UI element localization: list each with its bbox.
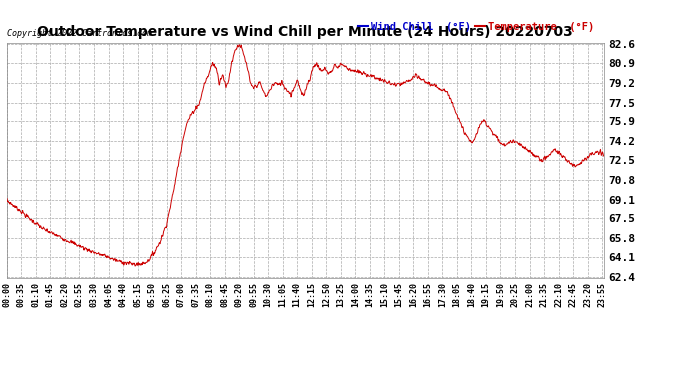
Title: Outdoor Temperature vs Wind Chill per Minute (24 Hours) 20220703: Outdoor Temperature vs Wind Chill per Mi… [37,25,573,39]
Legend: Wind Chill  (°F), Temperature  (°F): Wind Chill (°F), Temperature (°F) [354,18,598,36]
Text: Copyright 2022 Cartronics.com: Copyright 2022 Cartronics.com [8,30,152,39]
